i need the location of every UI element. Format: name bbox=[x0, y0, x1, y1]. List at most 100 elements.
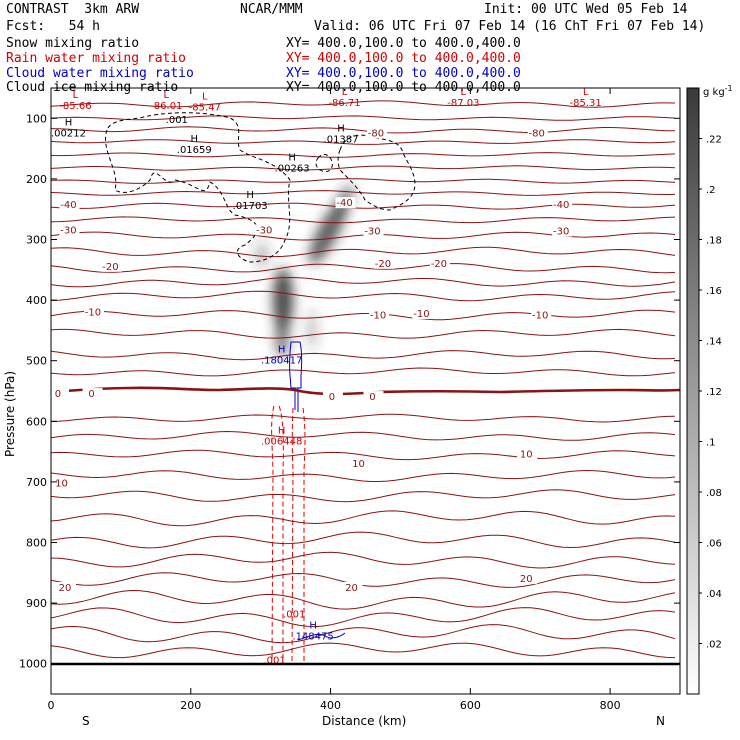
colorbar-ticks: .22 .2 .18 .16 .14 .12 .1 .08 .06 .04 .02 bbox=[699, 135, 722, 651]
temperature-contour-label: -20 bbox=[431, 259, 447, 270]
temperature-contour-label: -80 bbox=[368, 128, 384, 139]
isotherm-contour bbox=[51, 350, 676, 361]
isotherm-contour bbox=[51, 290, 676, 302]
temperature-contour-label: -20 bbox=[102, 262, 118, 273]
colorbar-tick-label: .1 bbox=[706, 438, 716, 449]
temperature-contour-label: -10 bbox=[532, 310, 548, 321]
freezing-level bbox=[51, 386, 680, 396]
extremum-marker: H bbox=[278, 345, 286, 356]
extremum-value: .01703 bbox=[233, 201, 268, 212]
colorbar-tick-label: .02 bbox=[706, 640, 722, 651]
temp-label-bg bbox=[55, 581, 76, 593]
isotherm-contour bbox=[51, 178, 676, 184]
temp-label-bg bbox=[527, 127, 548, 139]
snow-upper-plume bbox=[308, 199, 348, 265]
freezing-level-line bbox=[51, 386, 680, 396]
isotherm-contour bbox=[51, 367, 676, 377]
y-tick-label: 1000 bbox=[19, 658, 47, 671]
isotherm-contour bbox=[51, 328, 676, 339]
temperature-contour-label: 20 bbox=[520, 574, 533, 585]
temperature-contour-label: -10 bbox=[85, 307, 101, 318]
legend-rain-name: Rain water mixing ratio bbox=[6, 51, 187, 66]
y-tick-label: 600 bbox=[26, 415, 47, 428]
extremum-marker: L bbox=[342, 87, 348, 98]
isotherm-contour bbox=[51, 216, 676, 224]
cloud-ice-contour-right bbox=[337, 134, 416, 211]
extrema-markers: L-85.66L-86.01L-85.47L-86.71L-87.03L-85.… bbox=[51, 87, 602, 642]
temperature-contour-label: -20 bbox=[375, 259, 391, 270]
isotherm-contour bbox=[51, 607, 676, 628]
extremum-value: .00212 bbox=[51, 128, 86, 139]
x-axis: 0 200 400 600 800 bbox=[48, 88, 621, 712]
extremum-marker: H bbox=[278, 425, 286, 436]
colorbar-tick-label: .18 bbox=[706, 236, 722, 247]
snow-right-wisp bbox=[307, 310, 317, 350]
isotherm-contour bbox=[51, 309, 676, 321]
extremum-marker: H bbox=[65, 117, 73, 128]
isotherm-contour bbox=[51, 263, 676, 274]
extremum-value: -87.03 bbox=[447, 98, 479, 109]
forecast-hour: Fcst: 54 h bbox=[6, 19, 100, 34]
temp-label-bg bbox=[552, 225, 573, 237]
isotherm-contour bbox=[51, 126, 676, 134]
temperature-contour-label: -30 bbox=[553, 227, 569, 238]
temp-label-bg bbox=[51, 388, 69, 400]
y-tick-label: 500 bbox=[26, 355, 47, 368]
snow-left-wisp bbox=[255, 241, 269, 269]
legend-cloud-water-xy: XY= 400.0,100.0 to 400.0,400.0 bbox=[286, 66, 521, 81]
isotherm-contour bbox=[51, 139, 676, 145]
x-tick-label: 0 bbox=[48, 699, 55, 712]
snow-lower-tail bbox=[275, 322, 289, 358]
extremum-marker: H bbox=[288, 153, 296, 164]
temp-label-bg bbox=[517, 448, 538, 460]
extremum-value: .01659 bbox=[177, 145, 212, 156]
contour-value-label: .001 bbox=[166, 115, 188, 126]
temp-label-bg bbox=[335, 197, 356, 209]
x-tick-label: 600 bbox=[460, 699, 481, 712]
isotherm-contour bbox=[51, 531, 676, 549]
extremum-marker: L bbox=[73, 90, 79, 101]
extremum-marker: L bbox=[164, 90, 170, 101]
x-axis-end-right: N bbox=[656, 714, 665, 728]
cloud-ice-contours bbox=[105, 112, 416, 263]
temp-label-bg bbox=[342, 581, 363, 593]
temperature-contour-label: 10 bbox=[520, 450, 533, 461]
extremum-value: -85.66 bbox=[59, 101, 91, 112]
temperature-contour-label: 0 bbox=[329, 392, 335, 403]
isotherm-contour bbox=[51, 430, 676, 441]
temp-label-bg bbox=[59, 224, 80, 236]
x-tick-label: 200 bbox=[180, 699, 201, 712]
temperature-contour-label: 20 bbox=[59, 583, 72, 594]
extremum-value: .180417 bbox=[261, 356, 302, 367]
temperature-contour-label: 0 bbox=[55, 389, 61, 400]
temperature-contour-label: -10 bbox=[413, 309, 429, 320]
temperature-contour-label: -30 bbox=[60, 225, 76, 236]
colorbar-tick-label: .16 bbox=[706, 286, 722, 297]
colorbar-tick-label: .06 bbox=[706, 539, 722, 550]
extremum-marker: L bbox=[583, 87, 589, 98]
y-tick-label: 400 bbox=[26, 294, 47, 307]
temperature-contour-label: 0 bbox=[369, 392, 375, 403]
extremum-marker: H bbox=[309, 620, 317, 631]
legend-snow-xy: XY= 400.0,100.0 to 400.0,400.0 bbox=[286, 36, 521, 51]
extremum-marker: H bbox=[191, 134, 199, 145]
isotherm-contour bbox=[51, 152, 676, 158]
isotherm-contour bbox=[51, 246, 676, 258]
temperature-contour-label: -30 bbox=[256, 225, 272, 236]
legend-snow-name: Snow mixing ratio bbox=[6, 36, 140, 51]
isotherm-contour bbox=[51, 589, 676, 610]
colorbar-unit-base: g kg bbox=[703, 87, 725, 98]
chart-title: CONTRAST 3km ARW bbox=[6, 2, 140, 17]
isotherm-contour bbox=[51, 551, 676, 569]
temperature-labels: -40 -40 -40 -30 -30 -30 -30 -20 -20 -20 -10 -10 -10 -… bbox=[51, 127, 573, 594]
extremum-value: -85.31 bbox=[570, 98, 602, 109]
x-axis-label: Distance (km) bbox=[322, 714, 406, 728]
extremum-marker: H bbox=[246, 190, 254, 201]
temperature-contour-label: -80 bbox=[529, 128, 545, 139]
legend-cloud-water-name: Cloud water mixing ratio bbox=[6, 66, 194, 81]
isotherm-contour bbox=[51, 413, 676, 423]
cloud-water-contour-surface bbox=[297, 632, 346, 641]
colorbar-tick-label: .14 bbox=[706, 337, 722, 348]
